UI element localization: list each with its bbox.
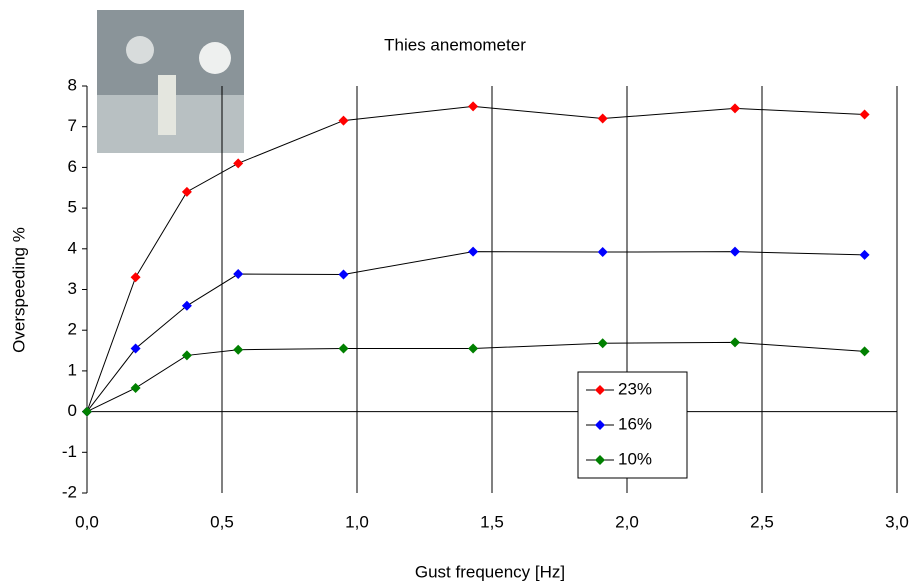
data-point (233, 344, 244, 355)
legend-label: 10% (618, 449, 652, 468)
legend-marker (595, 455, 605, 465)
y-tick-label: -2 (62, 482, 77, 501)
y-tick-label: 8 (68, 75, 77, 94)
series-line (86, 341, 865, 413)
y-tick-label: 7 (68, 116, 77, 135)
photo-part (158, 75, 176, 135)
x-tick-label: 2,5 (750, 512, 774, 531)
data-point (730, 103, 740, 114)
y-tick-label: 5 (68, 198, 77, 217)
data-point (730, 246, 740, 257)
y-tick-label: 3 (68, 279, 77, 298)
data-point (597, 338, 608, 349)
y-tick-label: 0 (68, 401, 77, 420)
data-point (130, 382, 141, 393)
y-tick-label: 6 (68, 157, 77, 176)
data-point (338, 269, 349, 280)
x-tick-label: 0,0 (75, 512, 99, 531)
chart-title: Thies anemometer (384, 35, 526, 54)
x-tick-label: 3,0 (885, 512, 909, 531)
photo-part (126, 36, 154, 64)
data-point (468, 101, 479, 112)
x-tick-label: 0,5 (210, 512, 234, 531)
data-point (181, 300, 192, 311)
data-point (730, 337, 740, 348)
y-axis-label: Overspeeding % (9, 227, 28, 353)
data-point (597, 113, 608, 124)
x-tick-label: 1,0 (345, 512, 369, 531)
data-point (181, 186, 192, 197)
data-point (338, 343, 349, 354)
legend-marker (595, 385, 605, 395)
data-point (233, 269, 244, 280)
data-point (181, 350, 192, 361)
data-point (859, 346, 870, 357)
legend-label: 23% (618, 379, 652, 398)
data-point (597, 247, 608, 258)
data-point (233, 158, 244, 169)
legend-marker (595, 420, 605, 430)
data-point (468, 343, 479, 354)
legend-label: 16% (618, 414, 652, 433)
data-point (338, 115, 349, 126)
x-tick-label: 2,0 (615, 512, 639, 531)
y-tick-label: 4 (68, 238, 77, 257)
data-point (859, 249, 870, 260)
data-point (130, 343, 141, 354)
y-tick-label: -1 (62, 442, 77, 461)
photo-part (199, 42, 231, 74)
y-tick-label: 2 (68, 320, 77, 339)
data-point (82, 406, 92, 417)
data-point (859, 109, 870, 120)
x-axis-label: Gust frequency [Hz] (415, 562, 565, 581)
series-line (86, 251, 865, 412)
y-tick-label: 1 (68, 360, 77, 379)
data-point (130, 272, 141, 283)
x-tick-label: 1,5 (480, 512, 504, 531)
data-point (468, 246, 479, 257)
